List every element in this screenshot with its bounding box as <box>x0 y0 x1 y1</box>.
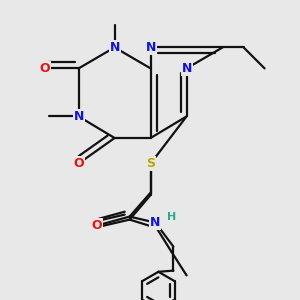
Text: S: S <box>146 157 155 170</box>
Text: N: N <box>146 41 156 54</box>
Text: O: O <box>39 62 50 75</box>
Text: N: N <box>74 110 84 123</box>
Text: N: N <box>150 216 161 229</box>
Text: O: O <box>91 219 102 232</box>
Text: N: N <box>110 41 120 54</box>
Text: O: O <box>73 157 84 170</box>
Text: H: H <box>167 212 176 222</box>
Text: N: N <box>182 62 192 75</box>
